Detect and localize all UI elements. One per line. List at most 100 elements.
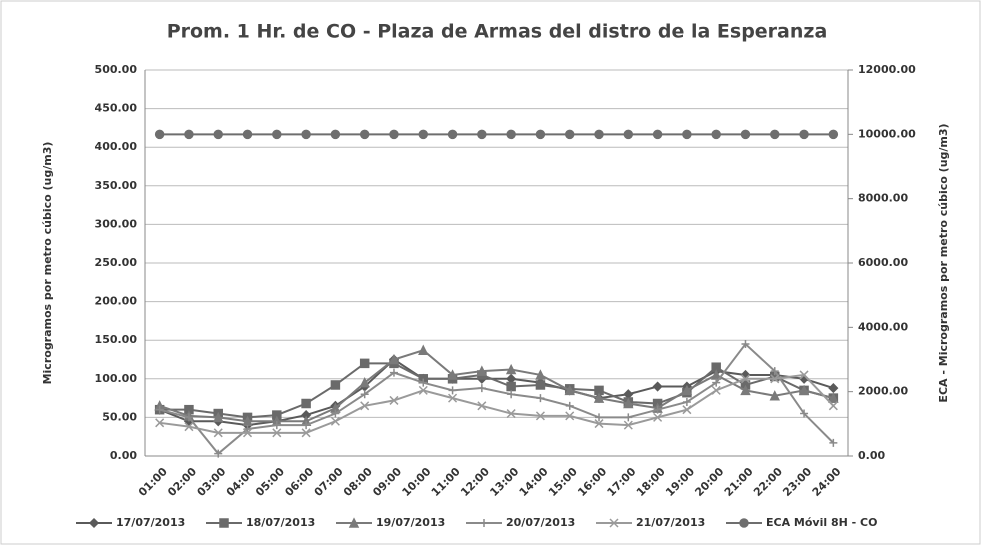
legend-label: 17/07/2013	[116, 516, 185, 529]
y-tick-label: 300.00	[95, 217, 138, 230]
y-tick-label: 200.00	[95, 295, 138, 308]
marker	[155, 405, 164, 414]
marker	[564, 129, 575, 140]
marker	[389, 129, 399, 140]
marker	[448, 386, 457, 395]
marker	[214, 449, 223, 458]
marker	[360, 401, 370, 411]
y-tick-label: 100.00	[95, 372, 138, 385]
marker	[184, 422, 194, 432]
y-tick-label: 450.00	[95, 102, 138, 115]
series-line	[159, 373, 835, 434]
chart-title: Prom. 1 Hr. de CO - Plaza de Armas del d…	[167, 21, 828, 43]
legend-label: 21/07/2013	[636, 516, 705, 529]
marker	[652, 381, 663, 392]
marker	[595, 413, 604, 422]
marker	[505, 363, 517, 375]
y2-tick-label: 4000.00	[858, 320, 908, 333]
marker	[242, 428, 253, 438]
marker	[711, 385, 721, 395]
y-tick-label: 50.00	[102, 410, 137, 423]
marker	[711, 129, 721, 140]
marker	[828, 129, 839, 140]
marker	[477, 129, 487, 140]
marker	[330, 416, 340, 426]
marker	[623, 129, 634, 140]
marker	[389, 368, 398, 377]
y-tick-label: 150.00	[95, 333, 138, 346]
marker	[799, 129, 809, 140]
legend-label: 20/07/2013	[506, 516, 575, 529]
legend-marker	[609, 518, 619, 528]
marker	[740, 384, 751, 396]
y-tick-label: 0.00	[110, 449, 137, 462]
marker	[448, 393, 458, 403]
marker	[419, 378, 428, 387]
y2-axis-label: ECA - Microgramos por metro cúbico (ug/m…	[937, 123, 950, 402]
marker	[477, 384, 486, 393]
marker	[184, 413, 193, 422]
marker	[624, 413, 633, 422]
marker	[476, 365, 488, 376]
marker	[535, 380, 546, 390]
marker	[301, 428, 311, 438]
marker	[330, 129, 341, 140]
marker	[388, 353, 400, 365]
marker	[418, 385, 428, 395]
marker	[213, 411, 224, 423]
y2-tick-label: 8000.00	[858, 192, 908, 205]
marker	[594, 129, 604, 140]
marker	[506, 409, 516, 419]
marker	[331, 409, 340, 418]
marker	[682, 405, 692, 415]
legend-label: 19/07/2013	[376, 516, 445, 529]
marker	[829, 438, 838, 447]
legend-marker	[480, 519, 488, 527]
marker	[272, 129, 282, 140]
marker	[418, 129, 429, 140]
legend-marker	[219, 518, 229, 528]
marker	[652, 129, 663, 140]
series	[155, 370, 838, 438]
marker	[594, 419, 604, 429]
marker	[155, 418, 165, 428]
marker	[740, 374, 751, 384]
marker	[447, 369, 458, 380]
marker	[301, 398, 311, 409]
marker	[741, 340, 750, 349]
marker	[213, 428, 223, 438]
marker	[565, 401, 574, 410]
marker	[564, 384, 575, 396]
marker	[653, 412, 663, 422]
marker	[536, 394, 545, 403]
y2-tick-label: 10000.00	[858, 127, 916, 140]
marker	[272, 421, 281, 430]
marker	[828, 401, 838, 411]
marker	[682, 397, 691, 406]
marker	[359, 358, 370, 369]
marker	[447, 129, 458, 140]
marker	[799, 370, 809, 380]
marker	[301, 129, 311, 140]
marker	[653, 405, 662, 414]
marker	[154, 129, 165, 140]
y-tick-label: 350.00	[95, 179, 138, 192]
y2-tick-label: 2000.00	[858, 385, 908, 398]
marker	[184, 129, 194, 140]
marker	[359, 129, 370, 140]
marker	[330, 380, 341, 390]
marker	[828, 392, 839, 403]
legend-marker	[739, 518, 749, 528]
y2-tick-label: 6000.00	[858, 256, 908, 269]
series-line	[159, 342, 835, 456]
marker	[506, 129, 516, 140]
y-tick-label: 500.00	[95, 63, 138, 76]
marker	[242, 129, 253, 140]
y2-tick-label: 0.00	[858, 449, 885, 462]
marker	[770, 374, 780, 384]
marker	[213, 129, 223, 140]
marker	[770, 129, 780, 140]
marker	[507, 390, 516, 399]
